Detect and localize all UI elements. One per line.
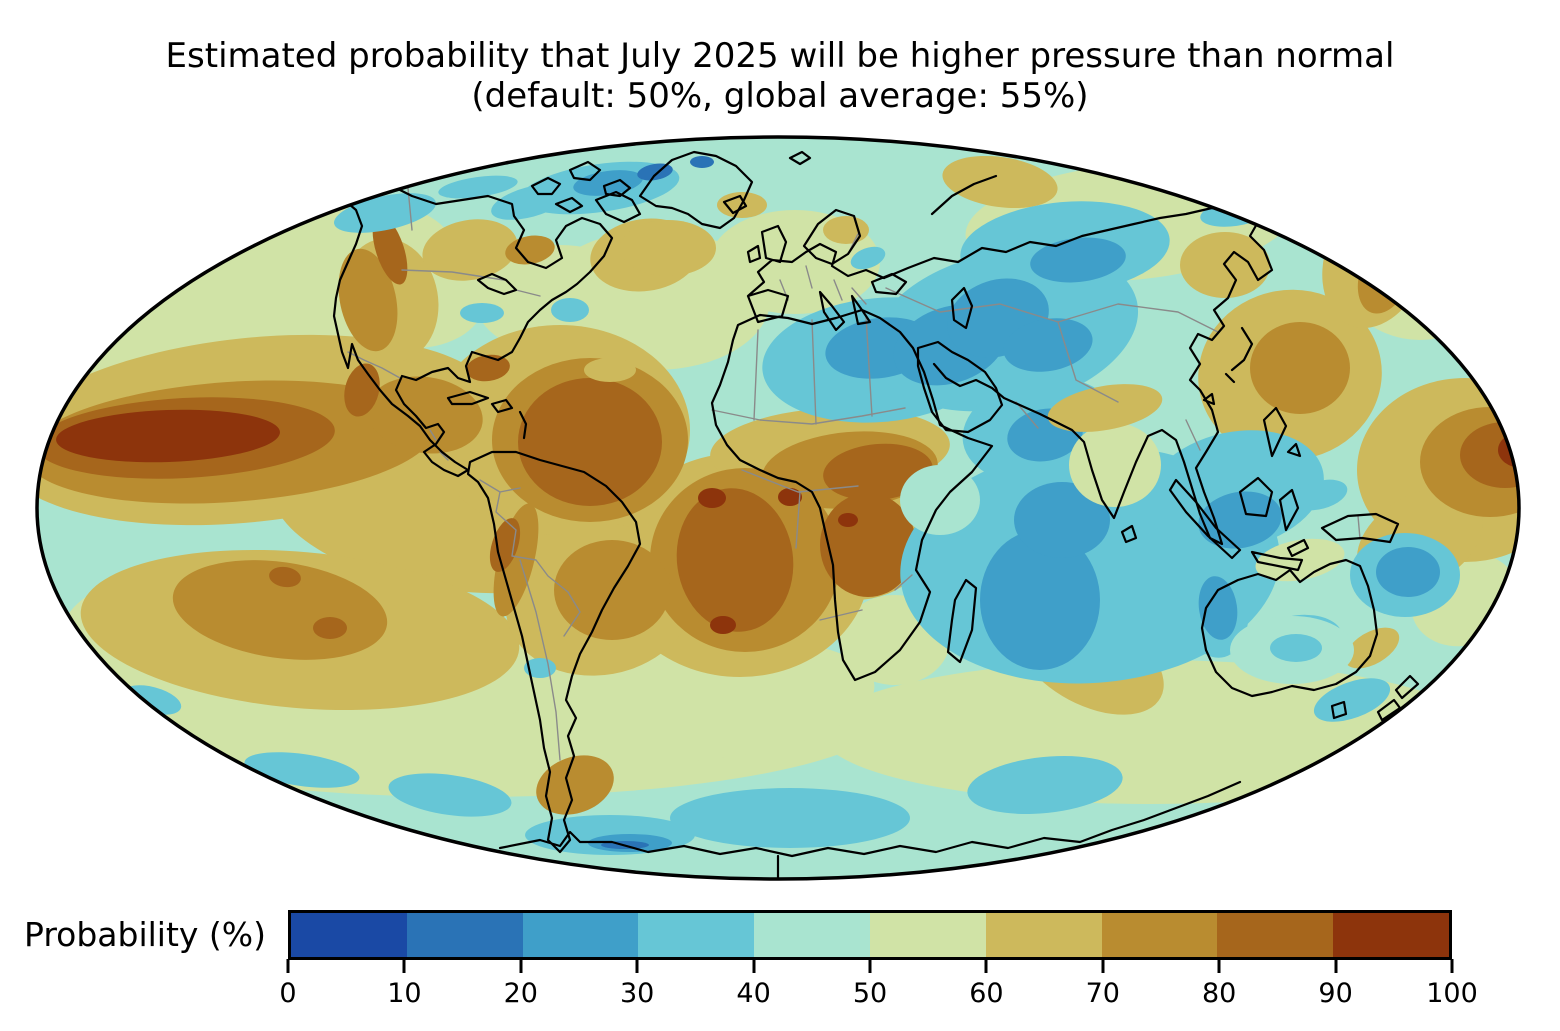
- coastlines: [332, 150, 1420, 879]
- contour-overlay-patches: [584, 358, 1354, 684]
- colorbar-tick: [984, 959, 988, 973]
- title-line-2: (default: 50%, global average: 55%): [471, 76, 1089, 116]
- colorbar-segment: [869, 913, 986, 957]
- colorbar-tick: [1101, 959, 1105, 973]
- coast-maritime-continent: [1168, 406, 1400, 572]
- colorbar-tick-label: 10: [387, 978, 422, 1009]
- colorbar-tick: [286, 959, 290, 973]
- colorbar-tick: [402, 959, 406, 973]
- country-borders: [347, 187, 1361, 761]
- page-title: Estimated probability that July 2025 wil…: [0, 36, 1560, 116]
- colorbar-segment: [1217, 913, 1334, 957]
- coast-madagascar: [946, 578, 978, 664]
- title-line-1: Estimated probability that July 2025 wil…: [165, 36, 1395, 76]
- coast-caspian: [950, 286, 974, 330]
- colorbar-tick-label: 70: [1085, 978, 1120, 1009]
- colorbar-tick-label: 30: [620, 978, 655, 1009]
- coast-sri-lanka: [1120, 524, 1138, 544]
- colorbar-tick-label: 100: [1426, 978, 1478, 1009]
- colorbar-tick-label: 90: [1318, 978, 1353, 1009]
- colorbar-segment: [1333, 913, 1449, 957]
- coast-asia: [882, 206, 1274, 546]
- colorbar-segment: [985, 913, 1102, 957]
- colorbar-segment: [754, 913, 870, 957]
- contour-90-100: [56, 409, 1519, 634]
- colorbar-tick-labels: 0 10 20 30 40 50 60 70 80 90 100: [279, 978, 1477, 1014]
- coast-great-lakes: [476, 272, 518, 296]
- colorbar-segment: [406, 913, 523, 957]
- colorbar-tick-label: 50: [852, 978, 888, 1009]
- coast-antarctica: [498, 780, 1242, 879]
- map-outline: [35, 135, 1521, 881]
- colorbar-tick-label: 40: [736, 978, 771, 1009]
- colorbar-label: Probability (%): [24, 915, 267, 954]
- coast-arabia: [916, 340, 1004, 434]
- colorbar-tick: [519, 959, 523, 973]
- coast-north-america: [332, 168, 614, 478]
- colorbar-segment: [638, 913, 755, 957]
- coast-africa: [710, 308, 994, 682]
- coast-south-america: [466, 450, 642, 854]
- colorbar-tick: [752, 959, 756, 973]
- colorbar-tick: [1450, 959, 1454, 973]
- coast-europe: [746, 208, 908, 332]
- colorbar-tick: [1334, 959, 1338, 973]
- colorbar-tick: [1217, 959, 1221, 973]
- coast-australia: [1200, 558, 1379, 720]
- colorbar-segment: [522, 913, 639, 957]
- colorbar-tick: [635, 959, 639, 973]
- colorbar-segment: [291, 913, 407, 957]
- colorbar-tick-label: 60: [969, 978, 1004, 1009]
- colorbar-ticks: [286, 959, 1454, 973]
- colorbar-tick: [868, 959, 872, 973]
- colorbar-tick-label: 80: [1202, 978, 1237, 1009]
- coast-greenland: [638, 150, 754, 230]
- coast-caribbean: [446, 390, 528, 440]
- coast-arctic-islands: [530, 160, 642, 224]
- colorbar: [288, 910, 1452, 960]
- coast-japan: [1202, 326, 1254, 406]
- colorbar-tick-label: 20: [503, 978, 538, 1009]
- colorbar-segment: [1101, 913, 1218, 957]
- coast-iceland-svalbard: [722, 150, 998, 216]
- colorbar-tick-label: 0: [279, 978, 297, 1009]
